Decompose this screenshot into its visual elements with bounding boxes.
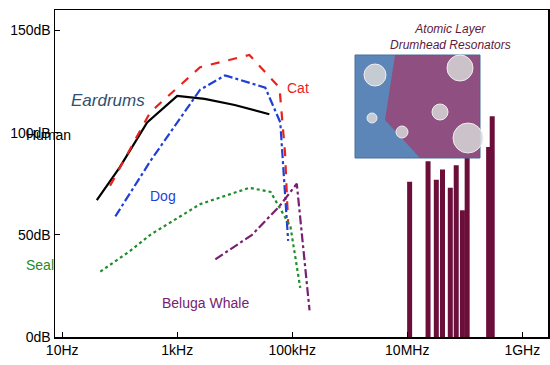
svg-text:Eardrums: Eardrums <box>71 91 145 110</box>
svg-text:10Hz: 10Hz <box>46 342 79 358</box>
svg-text:Seal: Seal <box>26 257 54 273</box>
svg-text:150dB: 150dB <box>10 22 50 38</box>
svg-text:50dB: 50dB <box>18 227 51 243</box>
svg-text:Atomic LayerDrumhead Resonator: Atomic LayerDrumhead Resonators <box>390 22 511 52</box>
svg-text:10MHz: 10MHz <box>385 342 429 358</box>
svg-text:1kHz: 1kHz <box>161 342 193 358</box>
svg-text:Dog: Dog <box>150 188 176 204</box>
svg-text:1GHz: 1GHz <box>504 342 540 358</box>
svg-text:Human: Human <box>26 127 71 143</box>
svg-text:Cat: Cat <box>287 80 309 96</box>
svg-text:100dB: 100dB <box>10 125 50 141</box>
svg-text:0dB: 0dB <box>26 329 51 345</box>
svg-text:Beluga Whale: Beluga Whale <box>162 295 249 311</box>
svg-text:100kHz: 100kHz <box>268 342 315 358</box>
